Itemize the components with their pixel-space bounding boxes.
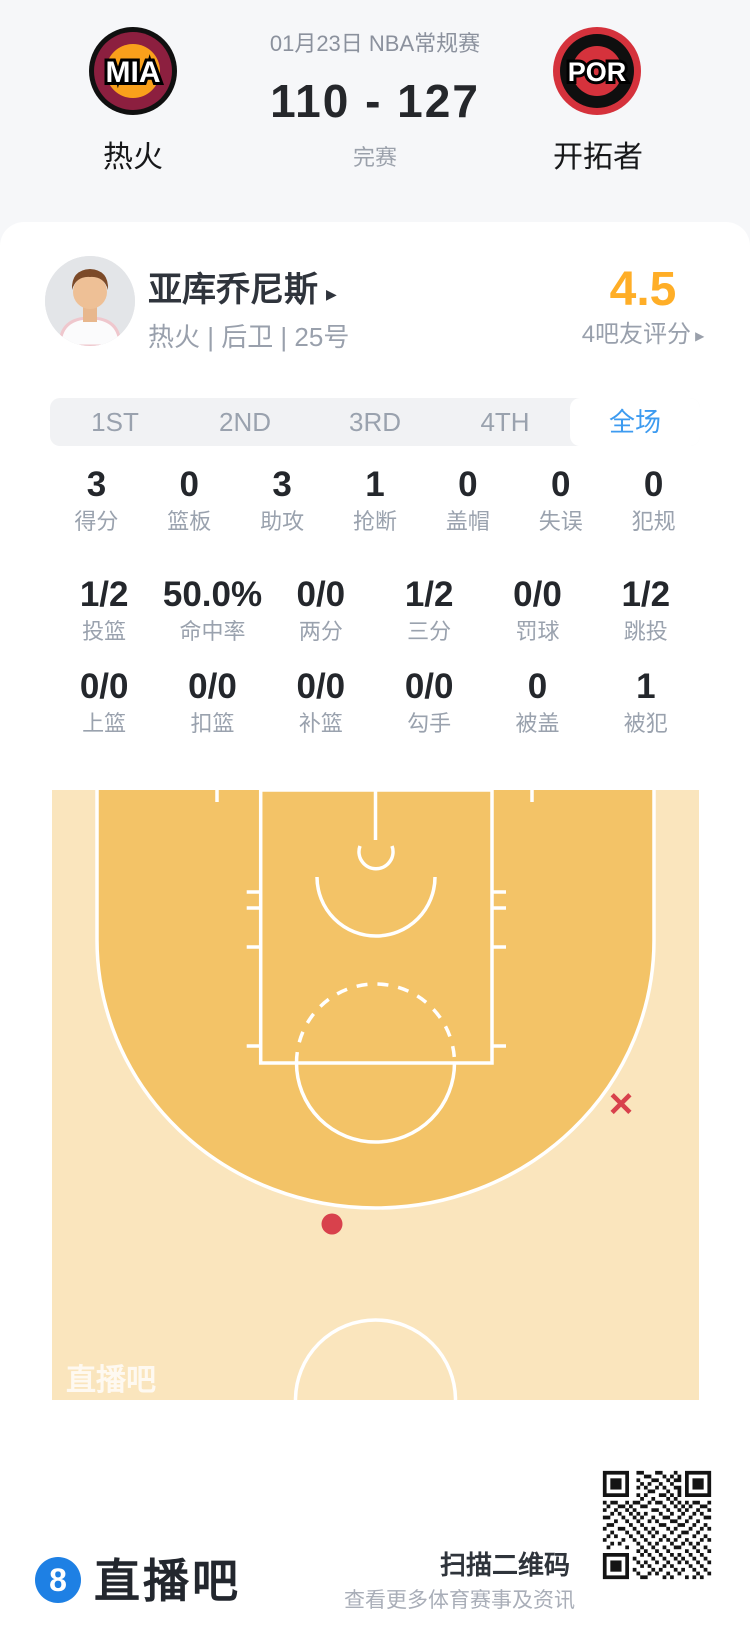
tab-3rd[interactable]: 3RD [348, 407, 401, 437]
qr-scan-title: 扫描二维码 [440, 1550, 571, 1580]
stat-jumpshot: 1/2 跳投 [621, 575, 671, 644]
chevron-right-icon: ▶ [326, 286, 337, 302]
rating-block[interactable]: 4.5 4吧友评分 ▶ [556, 264, 730, 351]
stat-points: 3 得分 [74, 465, 119, 534]
stat-blocks: 0 盖帽 [445, 465, 490, 534]
svg-text:POR: POR [568, 57, 627, 87]
stat-hook: 0/0 勾手 [404, 667, 454, 736]
stats-row-shot-types: 0/0 上篮 0/0 扣篮 0/0 补篮 0/0 勾手 0 被盖 1 被犯 [50, 666, 700, 738]
mia-logo-icon: MIA [89, 27, 177, 115]
shot-chart: 直播吧 × [52, 788, 699, 1401]
stat-fouled: 1 被犯 [623, 667, 668, 736]
player-name[interactable]: 亚库乔尼斯 ▶ [148, 268, 337, 316]
court-watermark: 直播吧 [66, 1364, 156, 1397]
player-avatar[interactable] [45, 256, 135, 346]
stat-steals: 1 抢断 [353, 465, 398, 534]
away-team-name[interactable]: 开拓者 [553, 141, 643, 174]
stat-turnovers: 0 失误 [538, 465, 583, 534]
qr-scan-subtitle: 查看更多体育赛事及资讯 [344, 1589, 575, 1612]
match-date: 01月23日 NBA常规赛 [269, 31, 481, 56]
stats-row-shooting: 1/2 投篮 50.0% 命中率 0/0 两分 1/2 三分 0/0 罚球 1/2 跳投 [50, 574, 700, 646]
home-team-name[interactable]: 热火 [103, 141, 163, 174]
tab-2nd[interactable]: 2ND [218, 407, 271, 437]
player-name-text: 亚库乔尼斯 [148, 271, 318, 309]
stat-dunk: 0/0 扣篮 [188, 667, 237, 736]
player-photo-icon [45, 256, 135, 346]
rating-value: 4.5 [609, 263, 677, 316]
made-shot-marker [321, 1213, 343, 1235]
tab-4th[interactable]: 4TH [480, 407, 530, 437]
stat-putback: 0/0 补篮 [296, 667, 346, 736]
qr-code [601, 1469, 713, 1581]
chevron-right-icon: ▶ [695, 329, 705, 343]
footer-brand: 直播吧 [94, 1555, 241, 1607]
tab-full-game[interactable]: 全场 [570, 398, 700, 446]
stat-fg-pct: 50.0% 命中率 [162, 575, 263, 644]
tab-1st[interactable]: 1ST [91, 407, 139, 437]
stat-2pt: 0/0 两分 [296, 575, 346, 644]
rating-label: 4吧友评分 ▶ [581, 321, 705, 348]
match-score: 110 - 127 [270, 75, 480, 127]
missed-shot-marker: × [609, 1080, 634, 1127]
home-team-logo[interactable]: MIA [88, 26, 178, 116]
stats-row-basic: 3 得分 0 篮板 3 助攻 1 抢断 0 盖帽 0 失误 0 犯规 [50, 464, 700, 536]
stat-fg: 1/2 投篮 [79, 575, 129, 644]
zhibo8-logo-icon: 8 [35, 1557, 81, 1603]
stat-blocked: 0 被盖 [515, 667, 560, 736]
stat-ft: 0/0 罚球 [513, 575, 562, 644]
svg-text:MIA: MIA [106, 56, 161, 89]
quarter-tabs: 1ST 2ND 3RD 4TH 全场 [50, 398, 700, 446]
lane-hash-marks [246, 890, 506, 1048]
stat-fouls: 0 犯规 [631, 465, 676, 534]
away-team-logo[interactable]: POR [552, 26, 642, 116]
por-logo-icon: POR [553, 27, 641, 115]
stat-rebounds: 0 篮板 [167, 465, 212, 534]
qr-code-icon [601, 1469, 713, 1581]
match-status: 完赛 [352, 145, 397, 170]
stat-layup: 0/0 上篮 [79, 667, 129, 736]
stat-assists: 3 助攻 [260, 465, 305, 534]
player-meta: 热火 | 后卫 | 25号 [148, 322, 350, 352]
stat-3pt: 1/2 三分 [404, 575, 454, 644]
basketball-court-icon: 直播吧 × [52, 788, 699, 1401]
